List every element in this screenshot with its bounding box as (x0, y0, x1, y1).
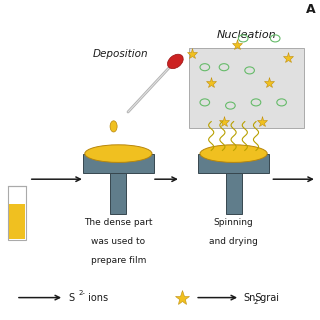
FancyBboxPatch shape (9, 204, 25, 239)
Text: ions: ions (85, 292, 108, 303)
Ellipse shape (200, 145, 267, 163)
Text: SnS: SnS (243, 292, 262, 303)
Text: The dense part: The dense part (84, 218, 153, 227)
Ellipse shape (85, 145, 152, 163)
Text: S: S (69, 292, 75, 303)
Ellipse shape (167, 54, 183, 69)
Text: 2: 2 (254, 299, 258, 305)
Text: and drying: and drying (209, 237, 258, 246)
Text: Nucleation: Nucleation (217, 30, 276, 40)
Text: 2-: 2- (78, 291, 85, 296)
Text: was used to: was used to (91, 237, 146, 246)
Text: grai: grai (257, 292, 279, 303)
Text: prepare film: prepare film (91, 256, 146, 265)
FancyBboxPatch shape (226, 173, 242, 214)
Ellipse shape (110, 121, 117, 132)
FancyBboxPatch shape (83, 154, 154, 173)
FancyBboxPatch shape (198, 154, 269, 173)
Text: Deposition: Deposition (93, 49, 148, 60)
Text: A: A (306, 3, 315, 16)
FancyBboxPatch shape (110, 173, 126, 214)
Text: Spinning: Spinning (214, 218, 253, 227)
FancyBboxPatch shape (189, 48, 304, 128)
